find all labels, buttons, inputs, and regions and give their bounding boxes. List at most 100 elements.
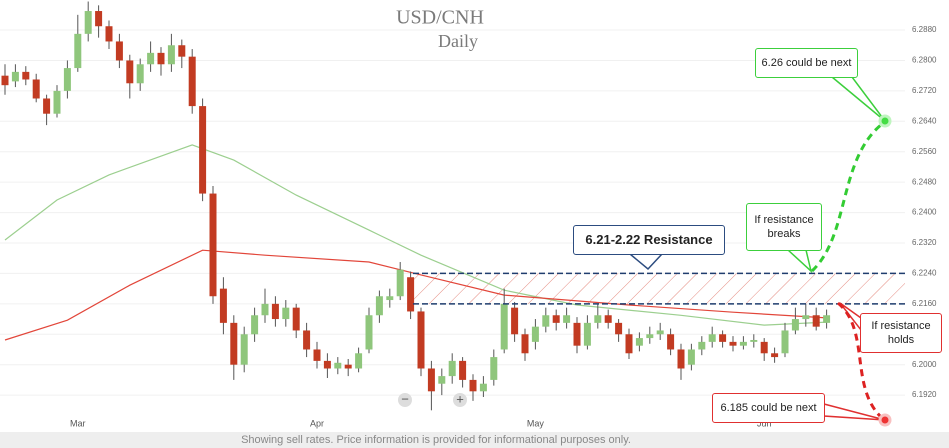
candle-body: [261, 303, 269, 316]
y-tick-label: 6.2800: [912, 56, 937, 65]
candle-body: [167, 45, 175, 65]
candle-body: [230, 322, 238, 365]
candle-body: [615, 322, 623, 335]
callout: If resistance holds: [860, 313, 942, 353]
y-tick-label: 6.1920: [912, 390, 937, 399]
y-tick-label: 6.2480: [912, 177, 937, 186]
candle-body: [355, 353, 363, 369]
candle-body: [459, 360, 467, 380]
candle-body: [646, 334, 654, 339]
candle-body: [292, 307, 300, 331]
pointer: [823, 403, 886, 421]
callout: 6.26 could be next: [755, 48, 858, 78]
x-tick-label: Apr: [310, 418, 324, 428]
candle-body: [625, 334, 633, 354]
pointer: [786, 249, 813, 274]
zoom-in[interactable]: [453, 393, 467, 407]
chart-subtitle: Daily: [438, 31, 478, 51]
candle-body: [531, 326, 539, 342]
target-dot: [878, 114, 892, 128]
candle-body: [188, 56, 196, 107]
candle-body: [157, 52, 165, 65]
pointer: [627, 253, 664, 271]
candle-body: [594, 315, 602, 323]
candle-body: [22, 71, 30, 80]
callout: If resistance breaks: [746, 203, 822, 251]
candle-body: [417, 311, 425, 369]
candle-body: [687, 349, 695, 365]
candle-body: [739, 341, 747, 346]
candle-body: [729, 341, 737, 346]
candle-body: [251, 315, 259, 335]
y-tick-label: 6.2000: [912, 360, 937, 369]
candle-body: [11, 71, 19, 82]
candle-body: [84, 11, 92, 34]
resistance-band: [413, 273, 905, 304]
y-tick-label: 6.2560: [912, 147, 937, 156]
y-tick-label: 6.2640: [912, 116, 937, 125]
candle-body: [282, 307, 290, 320]
breakdown-arrow: [837, 301, 882, 418]
candle-body: [323, 360, 331, 369]
candle-body: [303, 330, 311, 350]
candle-body: [677, 349, 685, 369]
candle-body: [760, 341, 768, 354]
candle-body: [219, 288, 227, 323]
candle-body: [199, 106, 207, 194]
candle-body: [542, 315, 550, 327]
candle-body: [63, 68, 71, 91]
y-tick-label: 6.2880: [912, 25, 937, 34]
candle-body: [32, 79, 40, 99]
candle-body: [469, 379, 477, 392]
candle-body: [511, 307, 519, 335]
candle-body: [719, 334, 727, 342]
candle-body: [479, 383, 487, 392]
candle-body: [750, 339, 758, 342]
footer-bar: [0, 432, 949, 448]
candle-body: [43, 98, 51, 114]
candle-body: [604, 315, 612, 323]
candle-body: [635, 338, 643, 346]
candle-body: [802, 315, 810, 320]
zoom-out-label[interactable]: −: [401, 391, 409, 406]
candle-body: [552, 315, 560, 323]
zoom-out[interactable]: [398, 393, 412, 407]
candle-body: [375, 296, 383, 316]
candle-body: [563, 315, 571, 323]
candle-body: [136, 64, 144, 84]
candle-body: [823, 315, 831, 323]
callout: 6.21-2.22 Resistance: [573, 225, 725, 255]
candle-body: [667, 334, 675, 350]
y-tick-label: 6.2160: [912, 299, 937, 308]
candle-body: [781, 330, 789, 354]
candle-body: [334, 362, 342, 369]
candle-body: [147, 52, 155, 65]
candle-body: [365, 315, 373, 350]
candle-body: [95, 11, 103, 27]
candle-body: [490, 357, 498, 380]
candle-body: [53, 90, 61, 114]
candle-body: [115, 41, 123, 61]
breakout-arrow: [810, 122, 883, 273]
x-tick-label: Mar: [70, 418, 86, 428]
candle-body: [521, 334, 529, 354]
candle-body: [698, 341, 706, 350]
candle-body: [427, 368, 435, 392]
candle-body: [313, 349, 321, 361]
target-dot: [878, 413, 892, 427]
callout: 6.185 could be next: [712, 393, 825, 423]
candle-body: [448, 360, 456, 377]
candle-body: [209, 193, 217, 297]
y-tick-label: 6.2240: [912, 269, 937, 278]
y-tick-label: 6.2720: [912, 86, 937, 95]
candle-body: [240, 334, 248, 365]
candle-body: [438, 376, 446, 384]
candle-body: [178, 45, 186, 57]
x-tick-label: May: [527, 418, 545, 428]
zoom-in-label[interactable]: +: [456, 391, 464, 406]
candle-body: [500, 303, 508, 350]
candle-body: [386, 296, 394, 301]
y-tick-label: 6.2320: [912, 238, 937, 247]
candle-body: [271, 303, 279, 320]
